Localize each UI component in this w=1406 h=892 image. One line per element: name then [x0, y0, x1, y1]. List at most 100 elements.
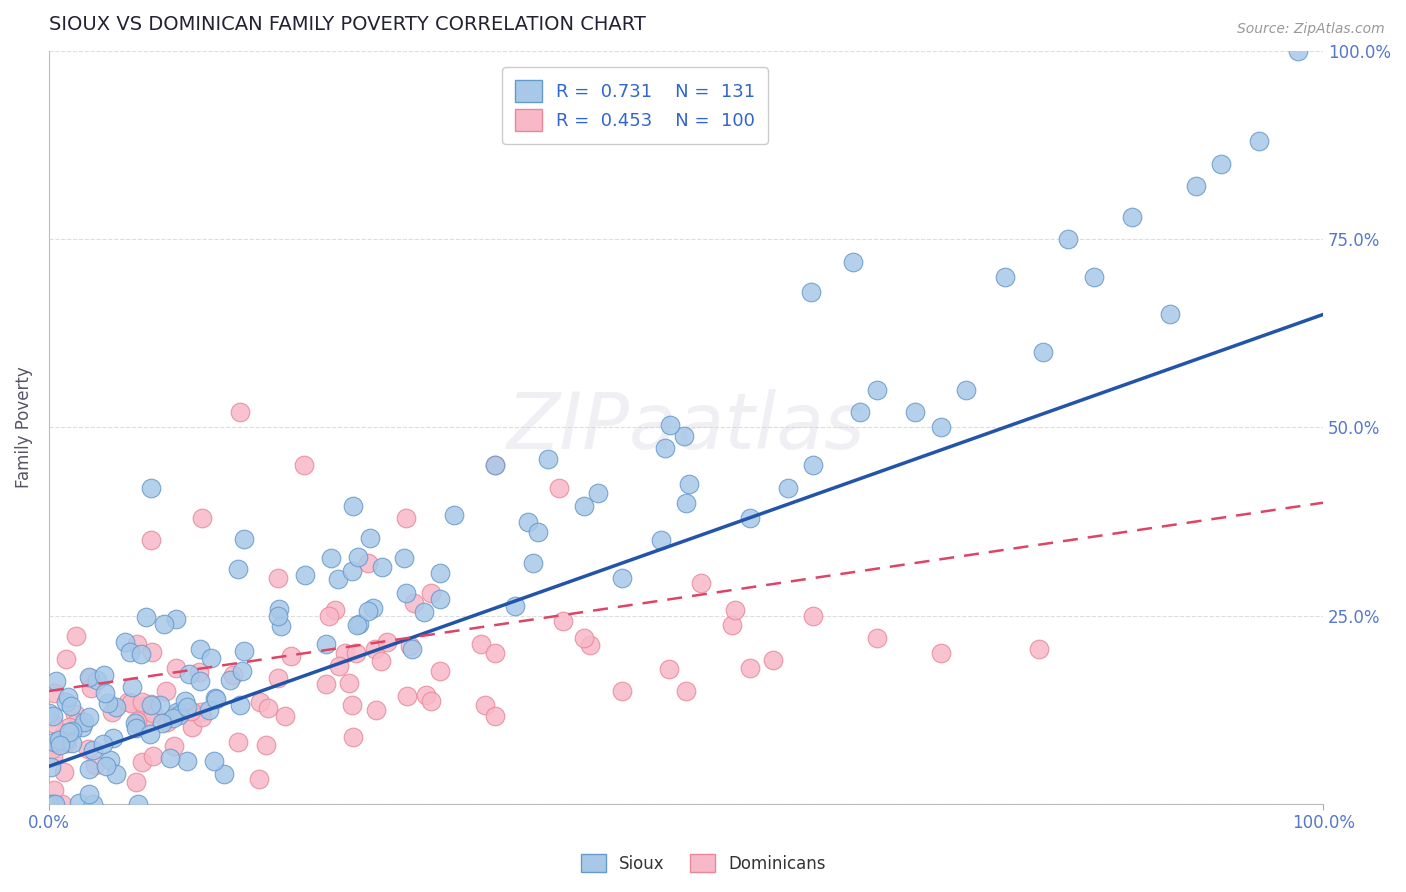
Point [553, 614, 575, 628]
Point [356, 556, 378, 570]
Point [429, 592, 451, 607]
Point [42, 735, 65, 749]
Point [654, 441, 676, 455]
Point [200, 650, 222, 665]
Point [364, 642, 387, 657]
Point [135, 710, 157, 724]
Point [82, 743, 104, 757]
Point [578, 638, 600, 652]
Point [120, 696, 142, 710]
Point [131, 647, 153, 661]
Point [429, 566, 451, 581]
Point [91, 737, 114, 751]
Point [65, 706, 87, 721]
Point [650, 533, 672, 548]
Point [273, 709, 295, 723]
Point [190, 705, 212, 719]
Text: Source: ZipAtlas.com: Source: ZipAtlas.com [1237, 22, 1385, 37]
Point [848, 405, 870, 419]
Point [159, 750, 181, 764]
Point [484, 646, 506, 660]
Point [101, 705, 124, 719]
Point [572, 632, 595, 646]
Point [537, 451, 560, 466]
Text: SIOUX VS DOMINICAN FAMILY POVERTY CORRELATION CHART: SIOUX VS DOMINICAN FAMILY POVERTY CORREL… [49, 15, 645, 34]
Point [204, 691, 226, 706]
Point [232, 644, 254, 658]
Point [319, 551, 342, 566]
Point [98, 753, 121, 767]
Point [678, 477, 700, 491]
Point [340, 698, 363, 712]
Point [517, 515, 540, 529]
Point [125, 721, 148, 735]
Point [315, 676, 337, 690]
Point [762, 653, 785, 667]
Point [994, 269, 1017, 284]
Point [142, 706, 165, 720]
Point [94, 685, 117, 699]
Point [721, 618, 744, 632]
Point [55, 695, 77, 709]
Point [470, 637, 492, 651]
Point [866, 632, 889, 646]
Point [141, 645, 163, 659]
Point [58, 725, 80, 739]
Point [800, 285, 823, 300]
Point [1121, 210, 1143, 224]
Point [527, 524, 550, 539]
Point [776, 481, 799, 495]
Point [139, 726, 162, 740]
Point [155, 684, 177, 698]
Point [97, 697, 120, 711]
Point [41, 742, 63, 756]
Point [315, 637, 337, 651]
Point [79, 671, 101, 685]
Point [117, 695, 139, 709]
Point [48, 739, 70, 753]
Point [402, 596, 425, 610]
Y-axis label: Family Poverty: Family Poverty [15, 367, 32, 488]
Point [474, 698, 496, 713]
Point [187, 665, 209, 680]
Point [150, 716, 173, 731]
Point [280, 649, 302, 664]
Point [484, 458, 506, 472]
Point [1184, 179, 1206, 194]
Point [675, 684, 697, 698]
Point [420, 586, 443, 600]
Point [395, 586, 418, 600]
Point [197, 703, 219, 717]
Point [429, 665, 451, 679]
Point [174, 693, 197, 707]
Point [267, 571, 290, 585]
Point [38, 706, 60, 720]
Point [80, 681, 103, 695]
Point [56, 690, 79, 704]
Point [675, 496, 697, 510]
Point [191, 710, 214, 724]
Point [167, 708, 190, 723]
Point [337, 676, 360, 690]
Point [141, 698, 163, 712]
Point [163, 739, 186, 753]
Point [58, 720, 80, 734]
Point [65, 629, 87, 643]
Point [60, 736, 83, 750]
Point [165, 661, 187, 675]
Point [180, 721, 202, 735]
Point [392, 550, 415, 565]
Point [82, 797, 104, 811]
Point [401, 641, 423, 656]
Point [254, 738, 277, 752]
Point [346, 617, 368, 632]
Point [77, 742, 100, 756]
Point [114, 635, 136, 649]
Point [658, 662, 681, 676]
Point [612, 571, 634, 585]
Point [929, 420, 952, 434]
Point [176, 754, 198, 768]
Point [588, 486, 610, 500]
Point [347, 549, 370, 564]
Point [1286, 44, 1309, 58]
